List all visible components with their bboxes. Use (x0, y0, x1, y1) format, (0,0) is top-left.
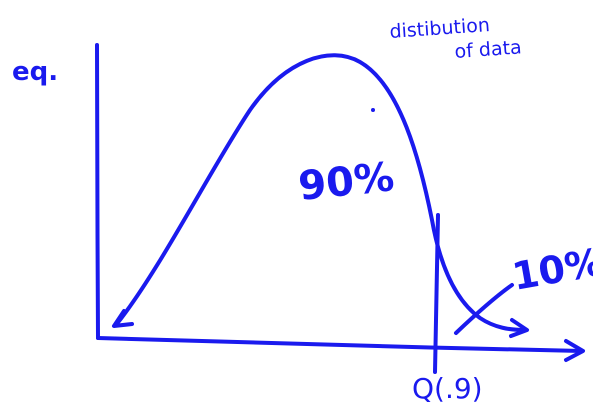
y-axis (95, 43, 100, 340)
dot (371, 108, 375, 112)
curve-arrow-left (112, 309, 134, 328)
curve-label-line2: of data (454, 36, 523, 63)
example-label: eq. (12, 57, 58, 87)
x-axis (96, 336, 584, 353)
quantile-label: Q(.9) (412, 372, 483, 405)
quantile-line (433, 213, 440, 374)
x-axis-arrow (564, 339, 585, 362)
curve-arrow-right (509, 318, 529, 338)
tail-pointer (454, 283, 514, 335)
left-area-label: 90% (296, 154, 396, 210)
